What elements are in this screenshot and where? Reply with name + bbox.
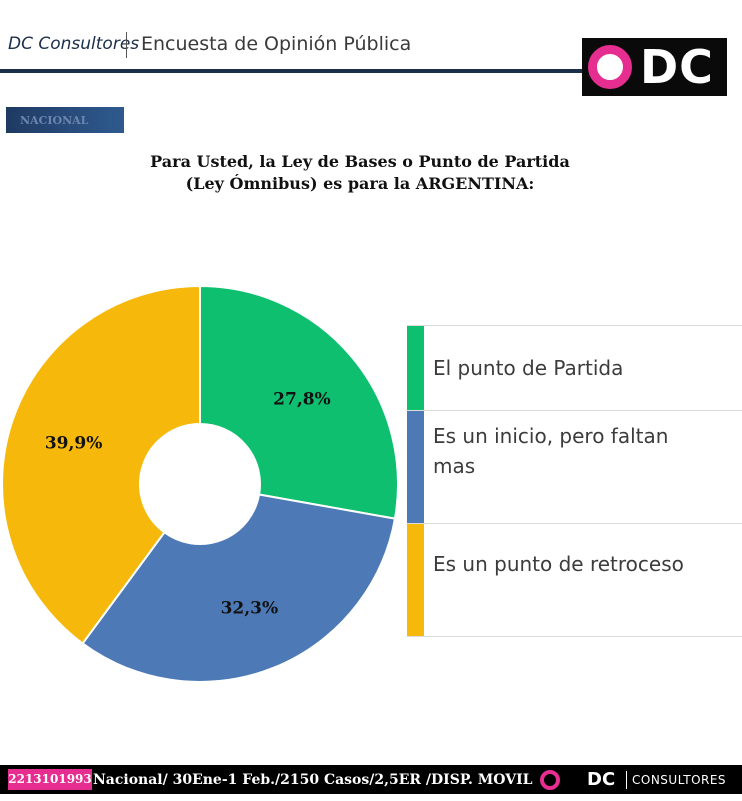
donut-slice-retroceso [1, 284, 201, 645]
scope-tag: NACIONAL [6, 107, 124, 133]
odc-logo: DC [582, 38, 727, 96]
legend-label: Es un inicio, pero faltan mas [433, 424, 669, 478]
legend-swatch-green [407, 326, 424, 410]
data-label-retroceso: 39,9% [45, 434, 103, 454]
header-title: Encuesta de Opinión Pública [141, 33, 412, 55]
data-label-punto-partida: 27,8% [273, 390, 331, 410]
footer-logo-separator [626, 771, 627, 789]
donut-slice-punto-partida [199, 284, 399, 520]
legend-item-punto-partida: El punto de Partida [407, 325, 742, 411]
legend-label: El punto de Partida [433, 356, 624, 380]
legend-label: Es un punto de retroceso [433, 552, 684, 576]
footer-bar: 2213101993 Nacional/ 30Ene-1 Feb./2150 C… [0, 765, 742, 794]
question-line-1: Para Usted, la Ley de Bases o Punto de P… [150, 152, 570, 171]
footer-phone: 2213101993 [8, 769, 92, 790]
legend-swatch-yellow [407, 524, 424, 636]
header-rule [0, 69, 582, 73]
footer-logo-text: CONSULTORES [632, 773, 727, 787]
logo-dc-text: DC [640, 40, 714, 94]
data-label-inicio: 32,3% [221, 599, 279, 619]
chart-legend: El punto de Partida Es un inicio, pero f… [407, 325, 742, 637]
header-brand: DC Consultores [8, 34, 140, 54]
donut-chart: 27,8% 32,3% 39,9% [1, 284, 399, 683]
footer-ring-icon [540, 770, 560, 790]
legend-item-retroceso: Es un punto de retroceso [407, 524, 742, 637]
donut-slice-inicio [81, 493, 397, 683]
header-separator [126, 32, 127, 58]
footer-survey-info: Nacional/ 30Ene-1 Feb./2150 Casos/2,5ER … [93, 772, 533, 788]
question-line-2: (Ley Ómnibus) es para la ARGENTINA: [185, 174, 535, 193]
question-title: Para Usted, la Ley de Bases o Punto de P… [100, 151, 620, 195]
legend-swatch-blue [407, 411, 424, 523]
logo-ring-icon [588, 45, 632, 89]
footer-logo-dc: DC [587, 769, 616, 790]
legend-item-inicio: Es un inicio, pero faltan mas [407, 411, 742, 524]
